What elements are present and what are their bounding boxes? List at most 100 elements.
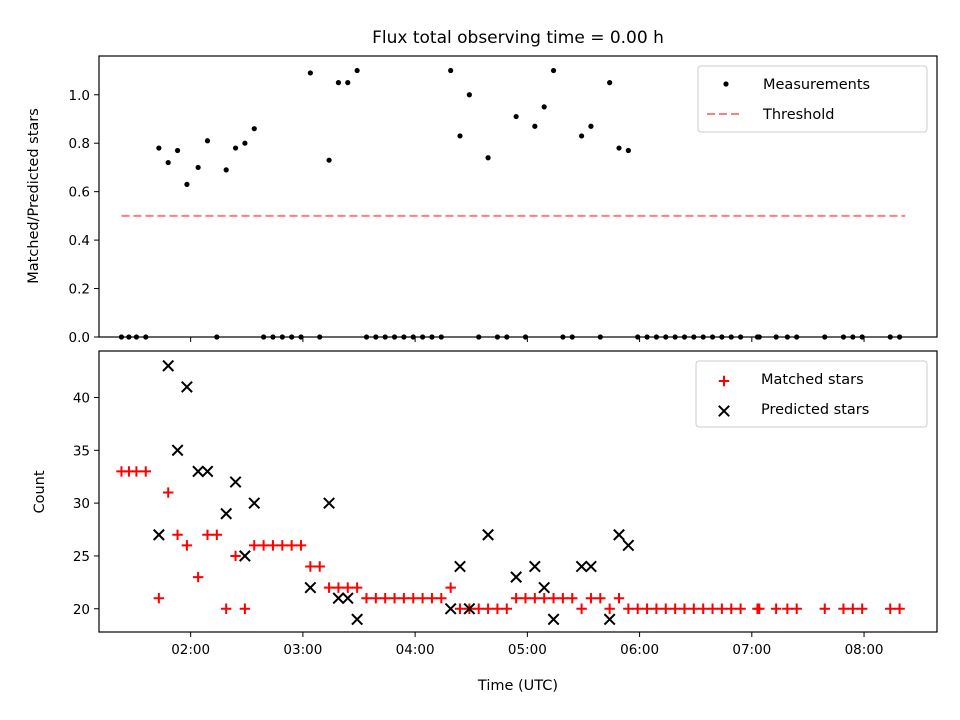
data-point	[716, 603, 728, 614]
data-point	[223, 167, 229, 173]
x-tick-label: 05:00	[508, 642, 547, 658]
data-point	[847, 603, 859, 614]
plot-frame	[98, 55, 938, 338]
data-point	[335, 80, 342, 86]
data-point	[528, 560, 541, 573]
data-point	[165, 159, 171, 166]
data-point	[445, 582, 456, 593]
data-point	[688, 603, 700, 614]
data-point	[548, 592, 559, 604]
data-point	[770, 603, 782, 614]
data-point	[625, 147, 631, 154]
legend-swatch	[718, 375, 730, 387]
data-point	[482, 603, 494, 614]
data-point	[239, 603, 251, 614]
legend-swatch	[718, 405, 730, 417]
data-point	[622, 539, 635, 552]
data-point	[163, 487, 174, 498]
legend: Matched stars Predicted stars	[695, 360, 928, 428]
data-point	[354, 67, 360, 74]
data-point	[304, 581, 317, 594]
data-point	[181, 381, 193, 393]
data-point	[184, 181, 190, 187]
data-point	[342, 582, 353, 593]
data-point	[604, 603, 615, 614]
data-point	[230, 550, 241, 562]
data-point	[286, 540, 297, 551]
data-point	[351, 582, 363, 593]
data-point	[894, 603, 905, 614]
data-point	[295, 540, 307, 551]
data-point	[492, 603, 503, 614]
data-point	[249, 540, 260, 551]
data-point	[616, 145, 622, 151]
data-point	[267, 540, 279, 551]
data-point	[398, 592, 410, 604]
data-point	[204, 138, 211, 144]
data-point	[782, 603, 793, 614]
data-point	[510, 592, 522, 604]
data-point	[307, 70, 313, 76]
data-point	[466, 92, 472, 98]
y-tick-label: 30	[73, 496, 90, 512]
x-tick-label: 03:00	[283, 642, 322, 658]
data-point	[613, 528, 625, 541]
x-tick-label: 07:00	[732, 642, 771, 658]
data-point	[361, 592, 372, 604]
data-point	[426, 592, 438, 604]
x-tick-label: 04:00	[396, 642, 435, 658]
data-point	[576, 603, 587, 614]
y-tick-label: 0.8	[69, 136, 90, 152]
data-point	[202, 529, 213, 541]
data-point	[341, 592, 354, 605]
data-point	[156, 145, 162, 151]
data-point	[575, 560, 588, 573]
legend-box	[695, 360, 928, 428]
y-tick-label: 25	[73, 549, 90, 565]
bottom-x-axis-label: Time (UTC)	[477, 678, 558, 694]
data-point	[754, 603, 765, 614]
data-point	[595, 592, 606, 604]
bottom-y-axis-label: Count	[32, 470, 48, 513]
y-tick-label: 0.0	[69, 330, 90, 346]
chart-title: Flux total observing time = 0.00 h	[372, 28, 664, 48]
data-point	[131, 466, 142, 477]
data-point	[379, 592, 391, 604]
data-point	[192, 465, 205, 478]
data-point	[613, 592, 625, 604]
data-point	[856, 603, 868, 614]
data-point	[885, 603, 896, 614]
y-tick-label: 0.6	[69, 185, 90, 201]
data-point	[251, 126, 257, 132]
x-tick-label: 06:00	[620, 642, 659, 658]
data-point	[513, 113, 519, 120]
data-point	[520, 592, 531, 604]
data-point	[819, 603, 830, 614]
data-point	[482, 528, 494, 541]
data-point	[454, 560, 466, 573]
data-point	[726, 603, 737, 614]
y-tick-label: 0.4	[69, 233, 90, 249]
data-point	[679, 603, 690, 614]
data-point	[485, 155, 491, 161]
data-point	[152, 528, 165, 541]
data-point	[607, 80, 613, 86]
data-point	[547, 613, 560, 626]
legend-box	[697, 65, 928, 133]
data-point	[389, 592, 400, 604]
data-point	[557, 592, 569, 604]
data-point	[473, 603, 484, 614]
data-point	[305, 561, 316, 572]
data-point	[538, 592, 550, 604]
data-point	[248, 497, 261, 510]
data-point	[192, 571, 204, 583]
y-tick-label: 1.0	[69, 88, 90, 104]
y-tick-label: 0.2	[69, 282, 90, 298]
data-point	[181, 540, 193, 551]
data-point	[201, 465, 214, 478]
data-point	[323, 582, 335, 593]
y-tick-label: 35	[73, 443, 90, 459]
data-point	[351, 613, 364, 626]
top-panel: 0.0 0.2 0.4 0.6 0.8 1.0 Measurements Threshold	[69, 55, 938, 346]
